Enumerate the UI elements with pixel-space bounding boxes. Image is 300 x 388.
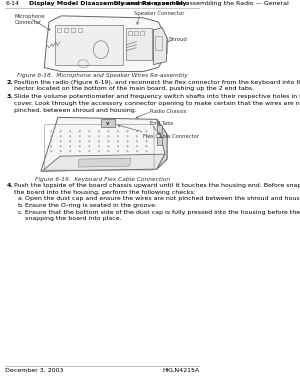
Ellipse shape xyxy=(107,150,109,152)
Ellipse shape xyxy=(98,140,100,142)
Ellipse shape xyxy=(146,130,147,132)
Ellipse shape xyxy=(127,146,128,147)
Bar xyxy=(55,25,123,65)
Ellipse shape xyxy=(127,150,128,152)
Text: Push the topside of the board chassis upward until it touches the housing end. B: Push the topside of the board chassis up… xyxy=(14,183,300,195)
Text: Microphone
Connector: Microphone Connector xyxy=(15,14,46,25)
Ellipse shape xyxy=(117,130,119,132)
Ellipse shape xyxy=(107,135,109,137)
Bar xyxy=(71,28,75,32)
Text: b.: b. xyxy=(18,203,24,208)
Ellipse shape xyxy=(146,146,147,147)
Ellipse shape xyxy=(117,140,119,142)
Text: HKLN4215A: HKLN4215A xyxy=(162,368,199,373)
Ellipse shape xyxy=(136,130,138,132)
Polygon shape xyxy=(153,28,167,65)
Ellipse shape xyxy=(69,146,71,147)
Ellipse shape xyxy=(136,140,138,142)
Bar xyxy=(157,137,162,145)
Text: 6-14: 6-14 xyxy=(5,1,20,6)
Text: Shroud: Shroud xyxy=(169,37,188,42)
Text: Disassembling and Re-assembling the Radio — General: Disassembling and Re-assembling the Radi… xyxy=(112,1,289,6)
Ellipse shape xyxy=(127,130,128,132)
Bar xyxy=(101,120,115,127)
Text: Radio Chassis: Radio Chassis xyxy=(150,109,186,114)
Text: Display Model Disassembly and Re-assembly:: Display Model Disassembly and Re-assembl… xyxy=(28,1,189,6)
Text: Figure 6-19.  Keyboard Flex Cable Connection: Figure 6-19. Keyboard Flex Cable Connect… xyxy=(35,177,170,182)
Ellipse shape xyxy=(60,140,61,142)
Ellipse shape xyxy=(88,150,90,152)
Text: End Tabs: End Tabs xyxy=(150,121,173,126)
Text: Speaker Connector: Speaker Connector xyxy=(134,11,184,16)
Ellipse shape xyxy=(136,146,138,147)
Ellipse shape xyxy=(107,130,109,132)
Ellipse shape xyxy=(117,135,119,137)
Ellipse shape xyxy=(146,150,147,152)
Ellipse shape xyxy=(127,140,128,142)
Ellipse shape xyxy=(79,130,81,132)
Ellipse shape xyxy=(60,130,61,132)
Polygon shape xyxy=(78,158,131,167)
Bar xyxy=(157,125,162,133)
Ellipse shape xyxy=(69,150,71,152)
Ellipse shape xyxy=(60,135,61,137)
Bar xyxy=(126,28,152,60)
Text: 2.: 2. xyxy=(7,80,14,85)
Bar xyxy=(57,28,61,32)
Ellipse shape xyxy=(136,135,138,137)
Ellipse shape xyxy=(127,135,128,137)
Ellipse shape xyxy=(136,150,138,152)
Text: Slide the volume potentiometer and frequency switch shafts into their respective: Slide the volume potentiometer and frequ… xyxy=(14,94,300,113)
Ellipse shape xyxy=(88,146,90,147)
Ellipse shape xyxy=(107,146,109,147)
Ellipse shape xyxy=(50,146,52,147)
Polygon shape xyxy=(42,154,165,171)
Ellipse shape xyxy=(69,135,71,137)
Ellipse shape xyxy=(117,150,119,152)
Bar xyxy=(155,36,162,50)
Ellipse shape xyxy=(98,135,100,137)
Ellipse shape xyxy=(50,130,52,132)
Ellipse shape xyxy=(69,140,71,142)
Bar xyxy=(78,28,82,32)
Text: 4.: 4. xyxy=(7,183,14,188)
Ellipse shape xyxy=(146,135,147,137)
Bar xyxy=(64,28,68,32)
Ellipse shape xyxy=(117,146,119,147)
Ellipse shape xyxy=(98,146,100,147)
Ellipse shape xyxy=(88,135,90,137)
Ellipse shape xyxy=(60,150,61,152)
Text: Flex Cable Connector: Flex Cable Connector xyxy=(143,134,199,139)
Bar xyxy=(134,31,138,35)
Ellipse shape xyxy=(146,140,147,142)
Ellipse shape xyxy=(107,140,109,142)
Ellipse shape xyxy=(88,140,90,142)
Text: a.: a. xyxy=(18,196,24,201)
Ellipse shape xyxy=(60,146,61,147)
Ellipse shape xyxy=(88,130,90,132)
Ellipse shape xyxy=(98,150,100,152)
Ellipse shape xyxy=(98,130,100,132)
Text: Figure 6-18.  Microphone and Speaker Wires Re-assembly: Figure 6-18. Microphone and Speaker Wire… xyxy=(17,73,188,78)
Ellipse shape xyxy=(79,140,81,142)
Ellipse shape xyxy=(69,130,71,132)
Bar xyxy=(128,31,132,35)
Text: Open the dust cap and ensure the wires are not pinched between the shroud and ho: Open the dust cap and ensure the wires a… xyxy=(25,196,300,201)
Text: December 3, 2003: December 3, 2003 xyxy=(5,368,64,373)
Ellipse shape xyxy=(79,135,81,137)
Text: 3.: 3. xyxy=(7,94,14,99)
Ellipse shape xyxy=(50,140,52,142)
Polygon shape xyxy=(44,16,167,71)
Text: Ensure that the bottom side of the dust cap is fully pressed into the housing be: Ensure that the bottom side of the dust … xyxy=(25,210,300,222)
Text: Position the radio (Figure 6-19), and reconnect the flex connector from the keyb: Position the radio (Figure 6-19), and re… xyxy=(14,80,300,91)
Ellipse shape xyxy=(50,135,52,137)
Ellipse shape xyxy=(79,146,81,147)
Polygon shape xyxy=(157,120,167,169)
Ellipse shape xyxy=(79,150,81,152)
Text: Ensure the O-ring is seated in the groove.: Ensure the O-ring is seated in the groov… xyxy=(25,203,157,208)
Bar xyxy=(140,31,144,35)
Text: c.: c. xyxy=(18,210,23,215)
Polygon shape xyxy=(41,117,167,171)
Ellipse shape xyxy=(50,150,52,152)
